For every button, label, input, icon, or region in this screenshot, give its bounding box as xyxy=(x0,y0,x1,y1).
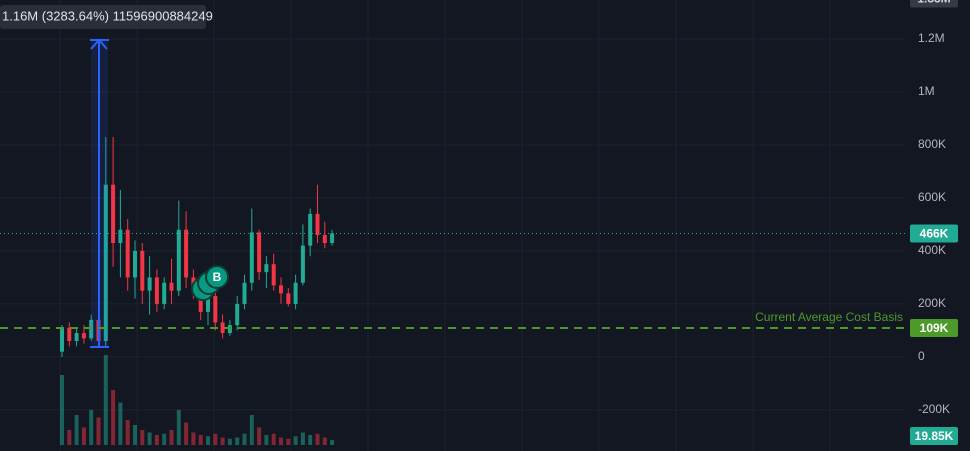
volume-bar xyxy=(308,435,313,445)
candle-body xyxy=(227,325,232,334)
candle-body xyxy=(213,295,218,323)
volume-bar xyxy=(242,433,247,445)
volume-bar xyxy=(198,435,203,445)
buy-marker-label: B xyxy=(213,270,222,284)
candle-body xyxy=(300,245,305,283)
axis-badge-label: 109K xyxy=(920,321,949,335)
candle-body xyxy=(257,232,262,273)
candle-body xyxy=(220,322,225,334)
axis-badge xyxy=(910,319,958,338)
volume-bar xyxy=(293,436,298,445)
axis-badge-label: 19.85K xyxy=(915,429,954,443)
candle-body xyxy=(154,277,159,304)
candle-body xyxy=(118,229,123,243)
candle-body xyxy=(249,232,254,283)
candle-body xyxy=(308,213,313,246)
volume-bar xyxy=(89,410,94,445)
y-tick-label: 800K xyxy=(918,137,946,151)
candle-body xyxy=(111,184,116,243)
candle-body xyxy=(162,282,167,304)
y-tick-label: 1.2M xyxy=(918,31,945,45)
volume-bar xyxy=(140,430,145,445)
y-tick-label: 200K xyxy=(918,296,946,310)
candle-body xyxy=(315,213,320,236)
volume-bar xyxy=(133,425,137,445)
candle-body xyxy=(322,235,327,243)
candle-body xyxy=(330,233,335,243)
candle-body xyxy=(133,250,137,278)
candle-body xyxy=(279,285,283,294)
y-tick-label: 400K xyxy=(918,243,946,257)
candle-body xyxy=(242,282,247,304)
cost-line-text: Current Average Cost Basis xyxy=(755,310,903,324)
volume-bar xyxy=(300,432,305,445)
y-tick-label: -200K xyxy=(918,402,950,416)
volume-bar xyxy=(103,355,108,445)
candle-body xyxy=(147,277,152,291)
volume-bar xyxy=(279,437,283,445)
axis-badge-label: 466K xyxy=(920,227,949,241)
y-tick-label: 0 xyxy=(918,349,925,363)
volume-bar xyxy=(67,430,72,445)
volume-bar xyxy=(330,440,335,445)
volume-bar xyxy=(125,420,130,445)
candle-body xyxy=(67,327,72,342)
volume-bar xyxy=(206,436,210,445)
volume-bar xyxy=(60,375,64,445)
grid xyxy=(0,0,905,451)
volume-bar xyxy=(213,433,218,445)
axis-badge xyxy=(910,0,958,8)
tooltip-box xyxy=(0,5,206,29)
candle-body xyxy=(264,264,269,273)
volume-bar xyxy=(220,437,225,445)
candle-body xyxy=(125,229,130,278)
volume-bar xyxy=(176,410,181,445)
axis-badge xyxy=(910,224,958,243)
candle-body xyxy=(176,229,181,291)
volume-bar xyxy=(227,438,232,445)
candle-body xyxy=(271,264,276,286)
volume-bar xyxy=(162,433,167,445)
tooltip: 1.16M (3283.64%) 11596900884249 xyxy=(2,8,213,23)
candle-body xyxy=(140,250,145,291)
volume-bar xyxy=(191,432,196,445)
candle-body xyxy=(81,333,86,339)
volume-bar xyxy=(264,435,269,445)
volume-bar xyxy=(322,437,327,445)
volume-bar xyxy=(81,427,86,445)
candle-body xyxy=(286,293,291,304)
volume-bar xyxy=(74,415,79,445)
volume-bar xyxy=(96,417,101,445)
y-tick-label: 600K xyxy=(918,190,946,204)
candle-body xyxy=(103,184,108,342)
volume-bar xyxy=(257,427,262,445)
candle-body xyxy=(89,319,94,339)
volume-bar xyxy=(286,438,291,445)
candle-body xyxy=(235,303,240,326)
y-tick-label: 1M xyxy=(918,84,935,98)
measure-arrow xyxy=(90,38,108,50)
candle-body xyxy=(206,295,210,312)
volume-bar xyxy=(271,433,276,445)
volume-bar xyxy=(154,435,159,445)
volume-bar xyxy=(315,433,320,445)
volume-bar xyxy=(169,430,174,445)
volume-bar xyxy=(118,402,123,445)
axis-badge-label: 1.33M xyxy=(917,0,950,6)
volume-bar xyxy=(111,390,116,445)
candle-body xyxy=(169,282,174,291)
candle-body xyxy=(60,327,64,352)
candle-body xyxy=(74,333,79,342)
candle-body xyxy=(184,229,189,278)
volume-bar xyxy=(147,432,152,445)
volume-bar xyxy=(249,415,254,445)
volume-bar xyxy=(184,422,189,445)
buy-marker[interactable] xyxy=(205,265,229,289)
volume-bar xyxy=(235,437,240,445)
axis-badge xyxy=(910,427,958,445)
candle-body xyxy=(293,282,298,304)
